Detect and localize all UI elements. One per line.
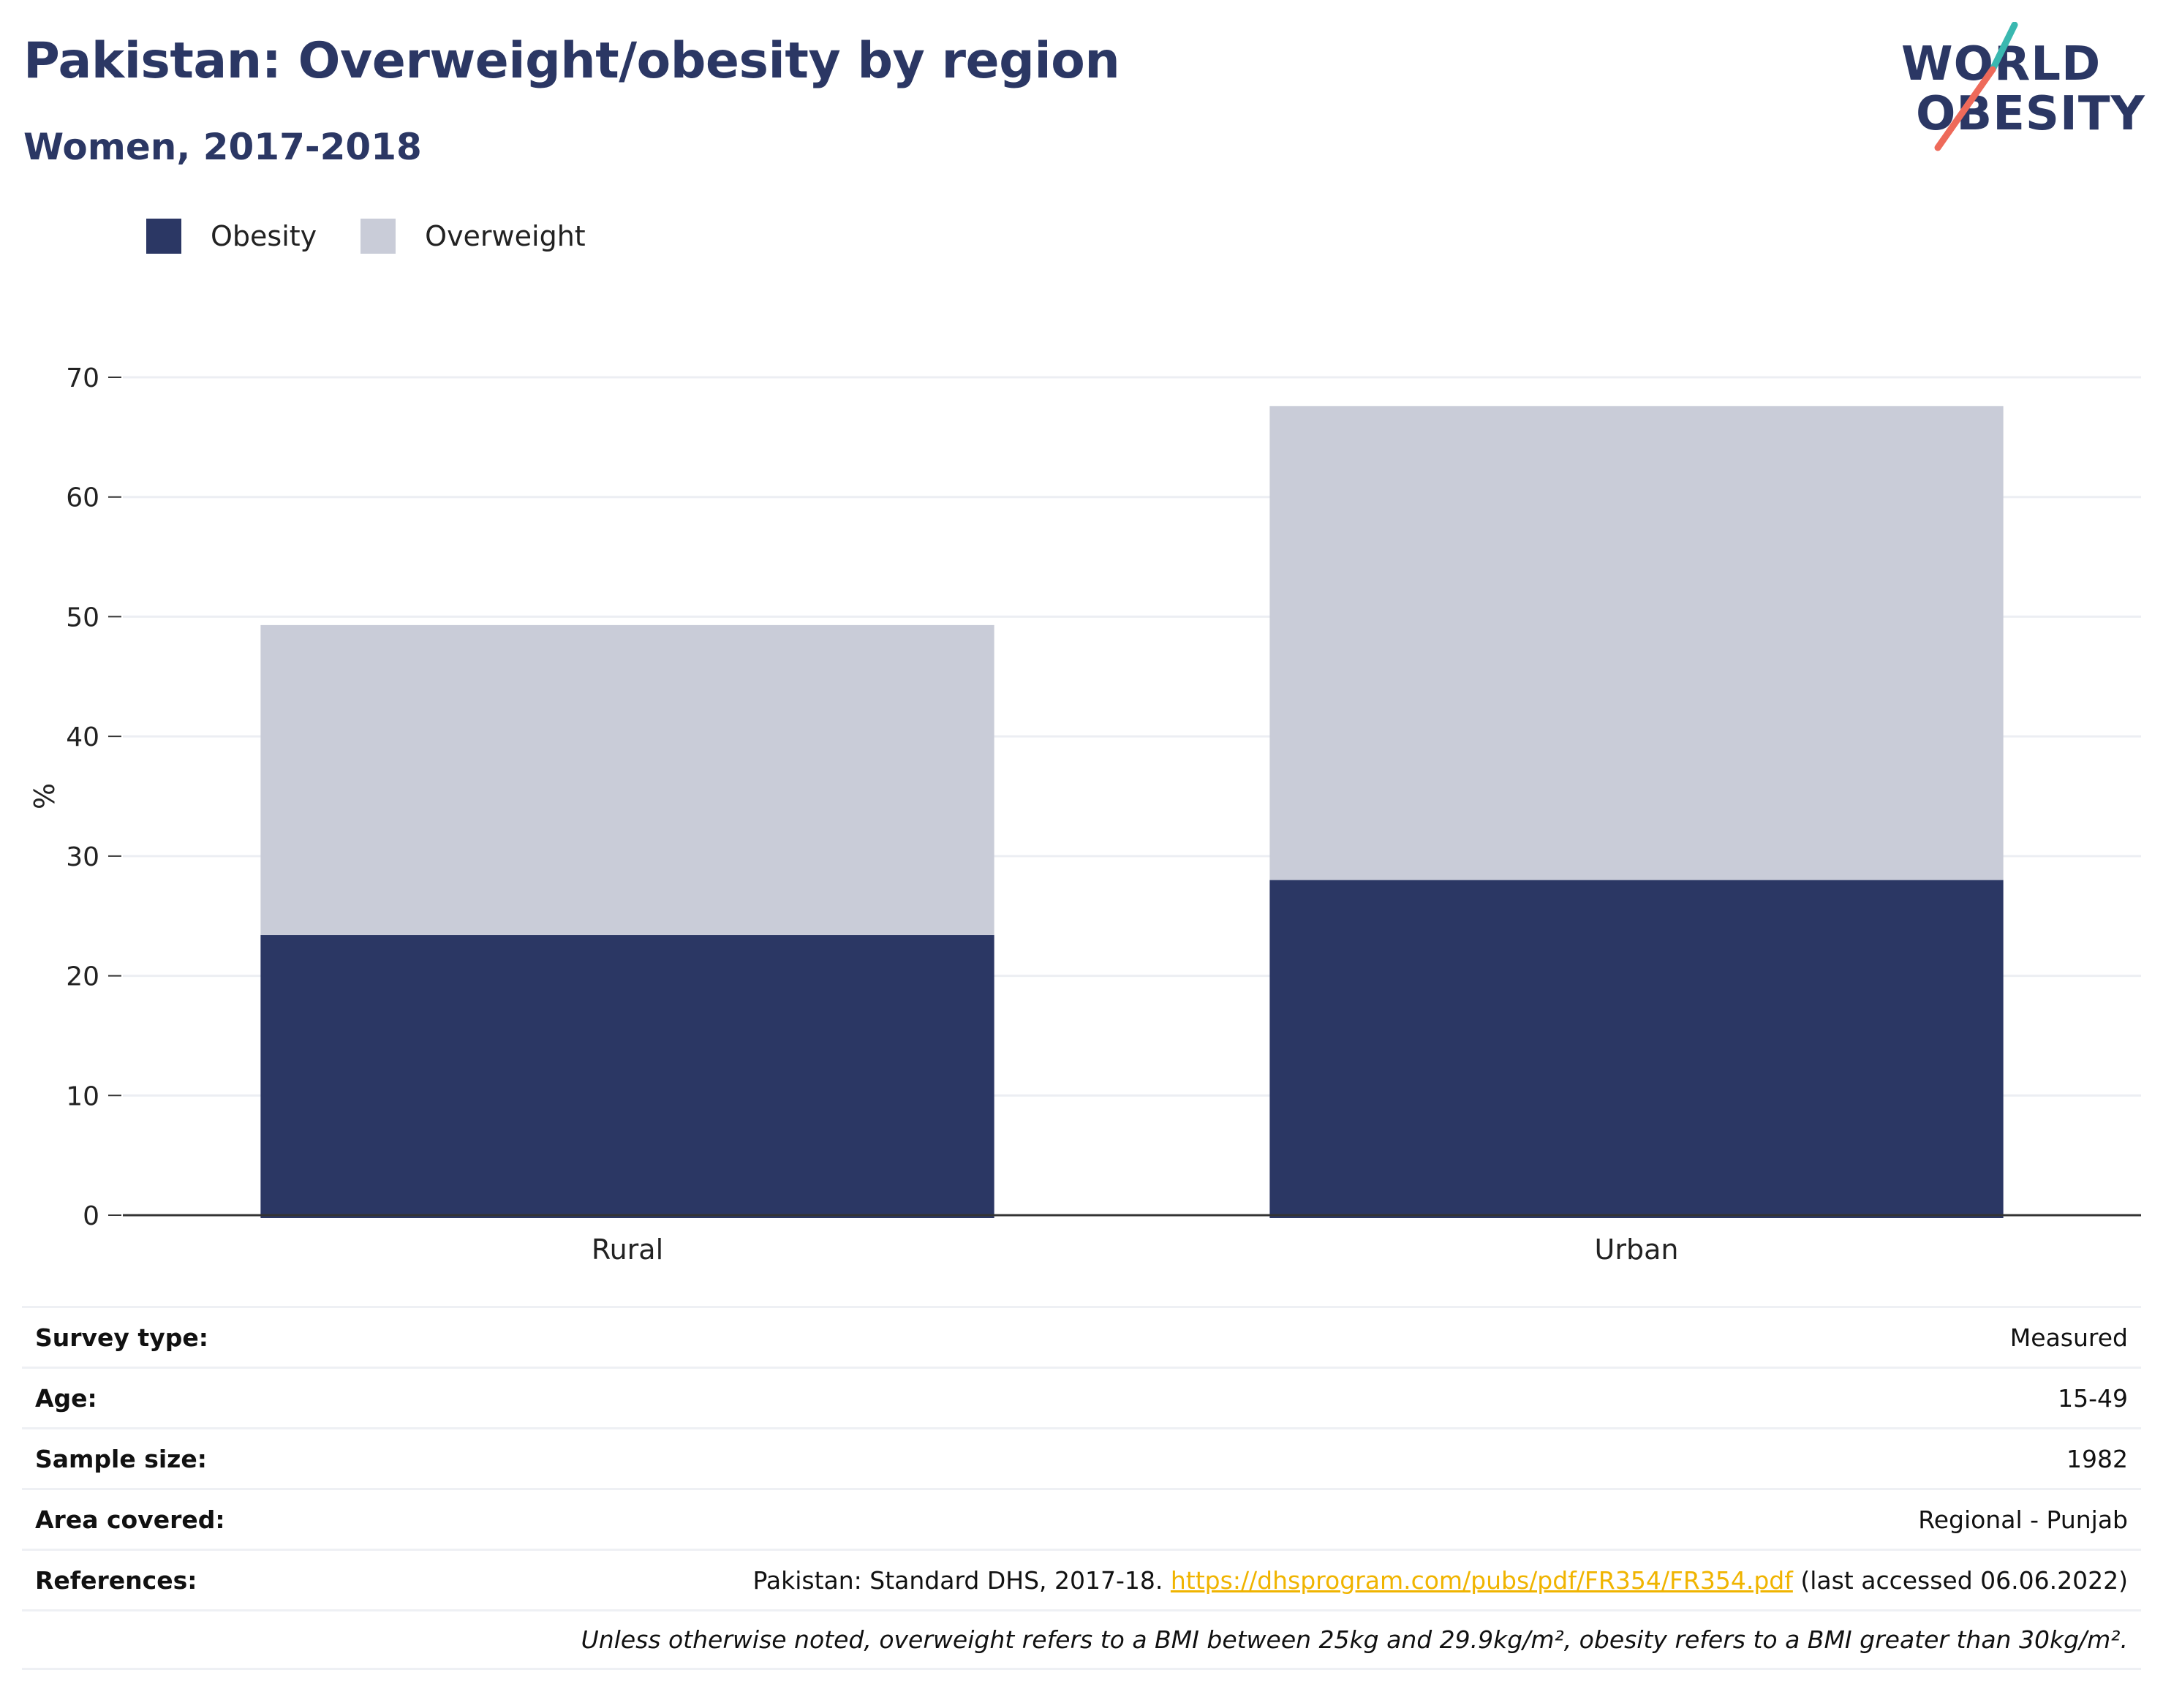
info-key: Sample size:: [35, 1444, 207, 1473]
bar-overweight-rural: [260, 624, 994, 935]
y-tick-label: 20: [66, 962, 99, 992]
info-key: References:: [35, 1565, 197, 1595]
info-row-sample-size: Sample size: 1982: [22, 1427, 2141, 1488]
references-link[interactable]: https://dhsprogram.com/pubs/pdf/FR354/FR…: [1170, 1565, 1793, 1595]
legend-label-overweight: Overweight: [425, 220, 586, 252]
info-row-survey-type: Survey type: Measured: [22, 1306, 2141, 1367]
logo-slash-icon: [1934, 22, 2018, 151]
info-value: Regional - Punjab: [1918, 1505, 2128, 1534]
info-key: Survey type:: [35, 1323, 208, 1352]
x-tick-label: Rural: [592, 1233, 663, 1266]
info-row-area-covered: Area covered: Regional - Punjab: [22, 1488, 2141, 1549]
y-tick-label: 40: [66, 722, 99, 752]
info-key: Area covered:: [35, 1505, 225, 1534]
world-obesity-logo: WORLD OBESITY: [1901, 22, 2150, 154]
stacked-bar-chart: 0 10 20 30 40 50 60 70% Rural Urban: [29, 363, 2141, 1266]
legend-item-obesity[interactable]: Obesity: [146, 219, 317, 254]
y-tick-label: 70: [66, 363, 99, 393]
info-key: Age:: [35, 1383, 97, 1413]
references-prefix: Pakistan: Standard DHS, 2017-18.: [752, 1565, 1171, 1595]
y-tick-label: 60: [66, 483, 99, 513]
legend-label-obesity: Obesity: [211, 220, 317, 252]
chart-legend: Obesity Overweight: [146, 218, 630, 254]
bmi-definition-note: Unless otherwise noted, overweight refer…: [22, 1609, 2141, 1670]
chart-subtitle: Women, 2017-2018: [23, 126, 422, 168]
info-row-age: Age: 15-49: [22, 1367, 2141, 1427]
references-suffix: (last accessed 06.06.2022): [1792, 1565, 2128, 1595]
y-tick-label: 10: [66, 1081, 99, 1111]
info-row-references: References: Pakistan: Standard DHS, 2017…: [22, 1549, 2141, 1609]
survey-info-table: Survey type: Measured Age: 15-49 Sample …: [22, 1306, 2141, 1670]
bar-overweight-urban: [1269, 406, 2004, 880]
legend-item-overweight[interactable]: Overweight: [360, 219, 586, 254]
bar-obesity-rural: [260, 934, 994, 1218]
legend-swatch-overweight: [360, 219, 396, 254]
info-value: Measured: [2009, 1323, 2128, 1352]
chart-title: Pakistan: Overweight/obesity by region: [23, 32, 1120, 90]
info-value: 1982: [2066, 1444, 2128, 1473]
y-tick-label: 0: [83, 1201, 99, 1231]
references-value: Pakistan: Standard DHS, 2017-18. https:/…: [752, 1566, 2128, 1595]
info-value: 15-49: [2058, 1383, 2128, 1413]
x-tick-label: Urban: [1595, 1233, 1679, 1266]
bar-obesity-urban: [1269, 880, 2004, 1218]
y-axis-label: %: [29, 783, 61, 809]
legend-swatch-obesity: [146, 219, 181, 254]
y-tick-label: 30: [66, 842, 99, 872]
y-tick-label: 50: [66, 602, 99, 632]
